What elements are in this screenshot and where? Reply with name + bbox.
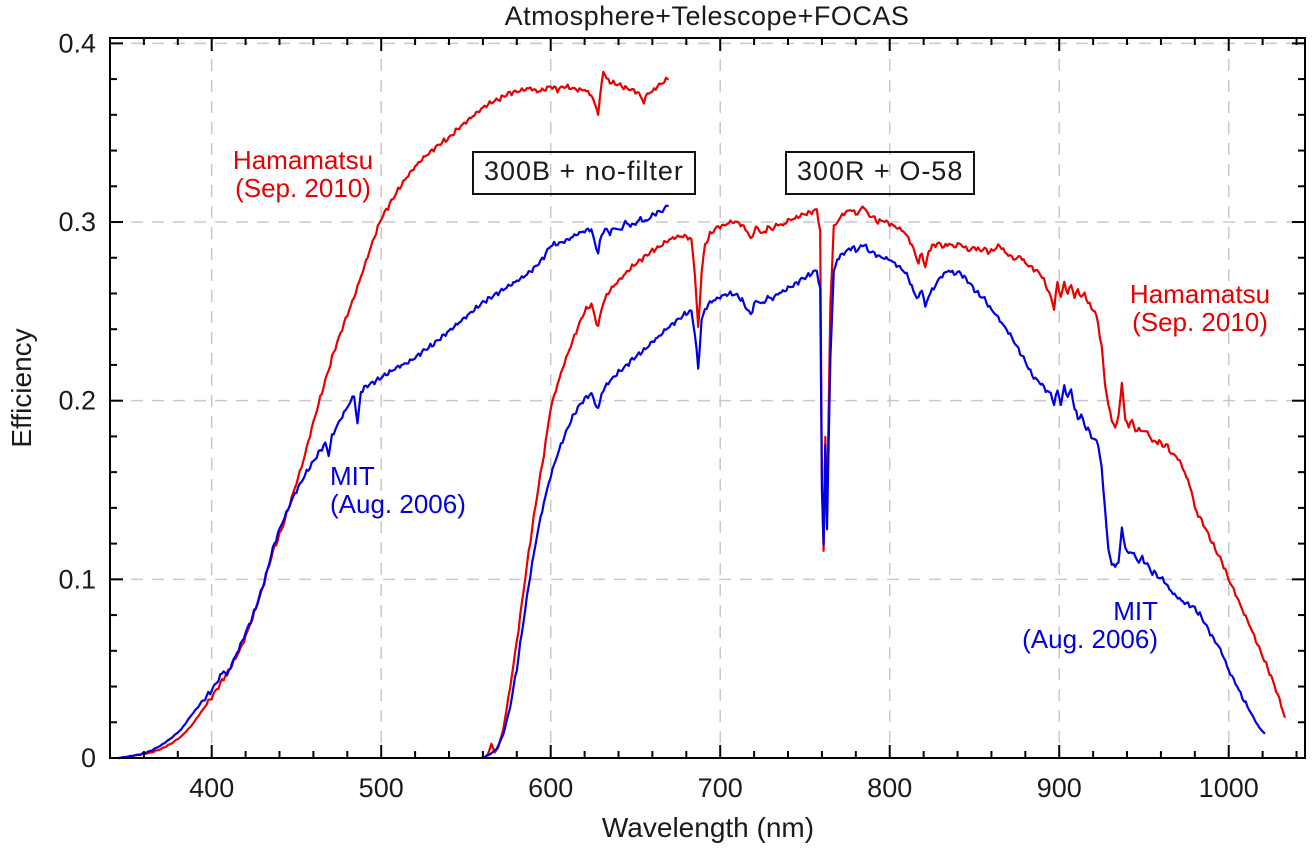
curve-label-line: (Aug. 2006) — [330, 489, 466, 519]
curve-label-line: (Sep. 2010) — [1132, 307, 1268, 337]
y-axis-label: Efficiency — [6, 328, 37, 448]
curve-label-line: MIT — [1113, 596, 1158, 626]
y-tick-label: 0.3 — [58, 207, 96, 237]
series-300b-mit-aug-2006- — [117, 204, 669, 760]
curve-label-mit-right: MIT (Aug. 2006) — [992, 597, 1158, 653]
annotation-box-300b: 300B + no-filter — [472, 151, 696, 195]
annotation-box-300b-label: 300B + no-filter — [484, 156, 684, 186]
curve-label-hamamatsu-right: Hamamatsu (Sep. 2010) — [1117, 280, 1283, 336]
curve-label-hamamatsu-left: Hamamatsu (Sep. 2010) — [222, 146, 384, 202]
curve-label-mit-left: MIT (Aug. 2006) — [330, 462, 466, 518]
x-tick-label: 700 — [698, 773, 743, 803]
x-tick-label: 800 — [867, 773, 912, 803]
curve-label-line: MIT — [330, 461, 375, 491]
x-tick-label: 1000 — [1199, 773, 1259, 803]
series-300r-hamamatsu-sep-2010- — [481, 205, 1286, 759]
series-300b-hamamatsu-sep-2010- — [117, 70, 669, 760]
x-tick-label: 400 — [189, 773, 234, 803]
y-tick-label: 0.1 — [58, 564, 96, 594]
annotation-box-300r: 300R + O-58 — [785, 151, 976, 195]
curve-label-line: Hamamatsu — [232, 145, 374, 175]
x-tick-label: 600 — [528, 773, 573, 803]
curve-label-line: Hamamatsu — [1129, 279, 1271, 309]
x-tick-label: 900 — [1037, 773, 1082, 803]
plot-frame — [109, 37, 1306, 759]
x-axis-label: Wavelength (nm) — [601, 812, 815, 843]
curve-label-line: (Sep. 2010) — [235, 173, 371, 203]
x-tick-label: 500 — [359, 773, 404, 803]
curve-label-line: (Aug. 2006) — [1022, 624, 1158, 654]
y-tick-label: 0.2 — [58, 386, 96, 416]
annotation-box-300r-label: 300R + O-58 — [797, 156, 964, 186]
y-tick-label: 0.4 — [58, 28, 96, 58]
y-tick-label: 0 — [81, 743, 96, 773]
chart-title: Atmosphere+Telescope+FOCAS — [504, 1, 910, 31]
series-300r-mit-aug-2006- — [481, 243, 1266, 760]
